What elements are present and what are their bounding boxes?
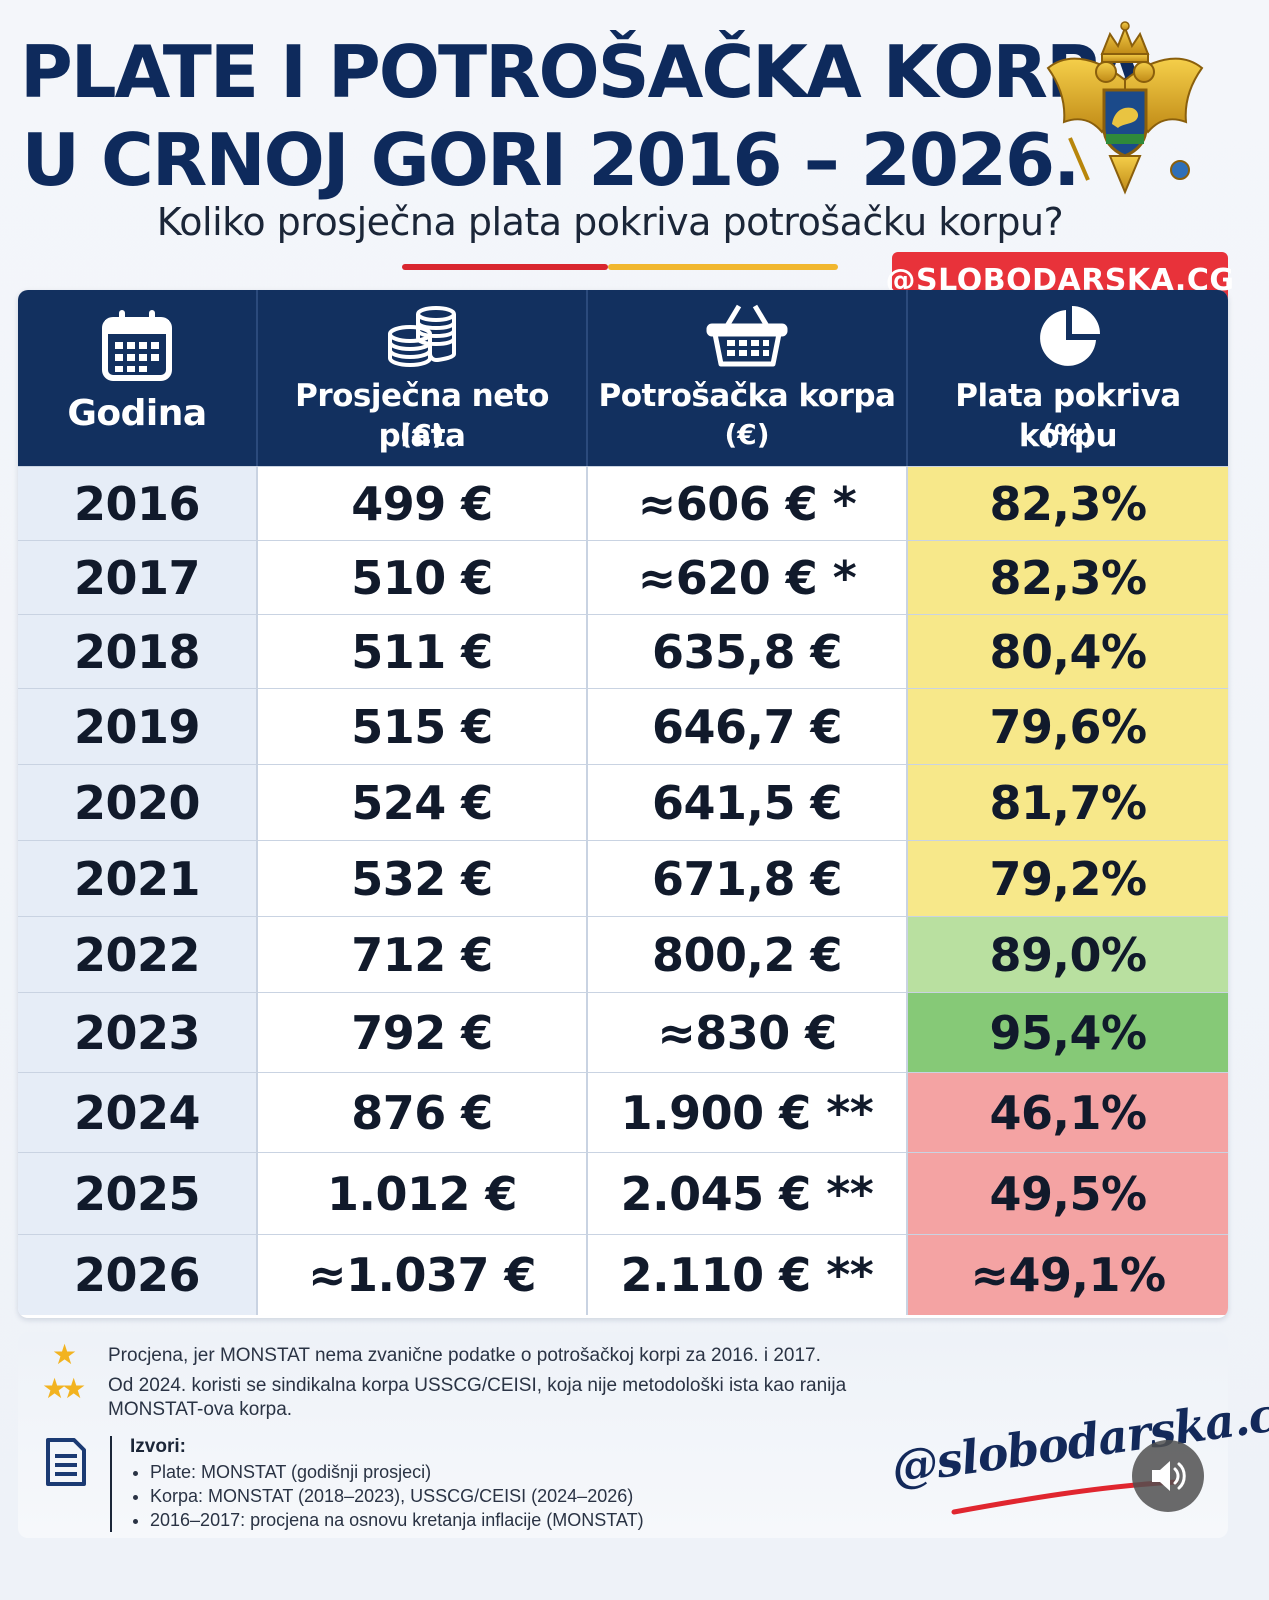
year-cell: 2021: [18, 841, 258, 917]
basket-cell: 671,8 €: [588, 841, 908, 917]
double-star-icon: ★★: [42, 1373, 86, 1404]
coverage-cell: 82,3%: [908, 467, 1228, 541]
basket-cell: 635,8 €: [588, 615, 908, 689]
table-row: 2024 876 €1.900 € ** 46,1%: [18, 1072, 1228, 1153]
salary-cell: 524 €: [258, 765, 588, 841]
coverage-cell: 81,7%: [908, 765, 1228, 841]
table-row: 2022 712 €800,2 €89,0%: [18, 916, 1228, 993]
year-cell: 2020: [18, 765, 258, 841]
column-unit: (€): [724, 418, 770, 451]
notes-panel: ★ Procjena, jer MONSTAT nema zvanične po…: [18, 1332, 1228, 1538]
year-cell: 2024: [18, 1073, 258, 1153]
basket-icon: [706, 304, 788, 367]
coverage-cell: 46,1%: [908, 1073, 1228, 1153]
basket-cell: 646,7 €: [588, 689, 908, 765]
basket-cell: ≈606 € *: [588, 467, 908, 541]
column-header-basket: Potrošačka korpa (€): [588, 290, 908, 466]
basket-cell: 641,5 €: [588, 765, 908, 841]
column-label: Godina: [67, 393, 207, 434]
column-unit: (%): [1041, 418, 1095, 451]
salary-cell: 1.012 €: [258, 1153, 588, 1235]
sound-toggle-button[interactable]: [1132, 1440, 1204, 1512]
salary-cell: 876 €: [258, 1073, 588, 1153]
table-row: 2018 511 €635,8 €80,4%: [18, 614, 1228, 689]
table-row: 2021 532 €671,8 €79,2%: [18, 840, 1228, 917]
year-cell: 2017: [18, 541, 258, 615]
table-row: 2026 ≈1.037 €2.110 € ** ≈49,1%: [18, 1234, 1228, 1315]
year-cell: 2025: [18, 1153, 258, 1235]
calendar-icon: [102, 310, 172, 381]
year-cell: 2016: [18, 467, 258, 541]
coverage-cell: 49,5%: [908, 1153, 1228, 1235]
salary-cell: 532 €: [258, 841, 588, 917]
coverage-cell: ≈49,1%: [908, 1235, 1228, 1315]
table-header: Godina Prosječna neto plata (€): [18, 290, 1228, 466]
coverage-cell: 79,6%: [908, 689, 1228, 765]
column-header-coverage: Plata pokriva korpu (%): [908, 290, 1228, 466]
note-double-star-line2: MONSTAT-ova korpa.: [108, 1399, 293, 1420]
sources-title: Izvori:: [130, 1436, 186, 1457]
salary-cell: 499 €: [258, 467, 588, 541]
title-line-1: PLATE I POTROŠAČKA KORPA: [20, 30, 1146, 114]
basket-cell: 800,2 €: [588, 917, 908, 993]
sources-list: Plate: MONSTAT (godišnji prosjeci) Korpa…: [130, 1460, 644, 1532]
coins-icon: [388, 306, 456, 368]
column-label: Potrošačka korpa: [598, 378, 896, 414]
sources-divider: [110, 1436, 112, 1532]
table-row: 2020 524 €641,5 €81,7%: [18, 764, 1228, 841]
coverage-cell: 79,2%: [908, 841, 1228, 917]
salary-cell: 510 €: [258, 541, 588, 615]
basket-cell: ≈830 €: [588, 993, 908, 1073]
table-row: 2025 1.012 €2.045 € ** 49,5%: [18, 1152, 1228, 1235]
column-header-salary: Prosječna neto plata (€): [258, 290, 588, 466]
salary-cell: 515 €: [258, 689, 588, 765]
table-row: 2023 792 € ≈830 €95,4%: [18, 992, 1228, 1073]
coverage-cell: 82,3%: [908, 541, 1228, 615]
document-icon: [46, 1438, 86, 1486]
coverage-cell: 80,4%: [908, 615, 1228, 689]
coverage-cell: 95,4%: [908, 993, 1228, 1073]
star-icon: ★: [52, 1339, 78, 1370]
year-cell: 2026: [18, 1235, 258, 1315]
salary-cell: ≈1.037 €: [258, 1235, 588, 1315]
basket-cell: 2.110 € **: [588, 1235, 908, 1315]
column-label: Plata pokriva korpu: [955, 378, 1181, 454]
basket-cell: ≈620 € *: [588, 541, 908, 615]
column-header-year: Godina: [18, 290, 258, 466]
salary-cell: 792 €: [258, 993, 588, 1073]
title-underline-red: [402, 264, 608, 270]
title-line-2: U CRNOJ GORI 2016 – 2026.: [21, 118, 1081, 202]
source-item: Korpa: MONSTAT (2018–2023), USSCG/CEISI …: [150, 1484, 644, 1508]
subtitle: Koliko prosječna plata pokriva potrošačk…: [156, 200, 1064, 244]
column-label: Prosječna neto plata: [295, 378, 549, 454]
coverage-cell: 89,0%: [908, 917, 1228, 993]
year-cell: 2022: [18, 917, 258, 993]
table-row: 2017 510 € ≈620 € * 82,3%: [18, 540, 1228, 615]
speaker-icon: [1152, 1461, 1186, 1491]
table-row: 2019 515 €646,7 €79,6%: [18, 688, 1228, 765]
year-cell: 2023: [18, 993, 258, 1073]
table-row: 2016 499 € ≈606 € * 82,3%: [18, 466, 1228, 541]
salary-cell: 712 €: [258, 917, 588, 993]
year-cell: 2019: [18, 689, 258, 765]
basket-cell: 1.900 € **: [588, 1073, 908, 1153]
note-single-star: Procjena, jer MONSTAT nema zvanične poda…: [108, 1345, 821, 1366]
pie-chart-icon: [1040, 306, 1100, 366]
source-item: Plate: MONSTAT (godišnji prosjeci): [150, 1460, 644, 1484]
note-double-star-line1: Od 2024. koristi se sindikalna korpa USS…: [108, 1375, 847, 1396]
source-item: 2016–2017: procjena na osnovu kretanja i…: [150, 1508, 644, 1532]
year-cell: 2018: [18, 615, 258, 689]
coat-of-arms-icon: [1046, 21, 1204, 195]
basket-cell: 2.045 € **: [588, 1153, 908, 1235]
column-unit: (€): [399, 418, 445, 451]
data-table: Godina Prosječna neto plata (€): [18, 290, 1228, 1318]
title-underline-yellow: [608, 264, 838, 270]
salary-cell: 511 €: [258, 615, 588, 689]
